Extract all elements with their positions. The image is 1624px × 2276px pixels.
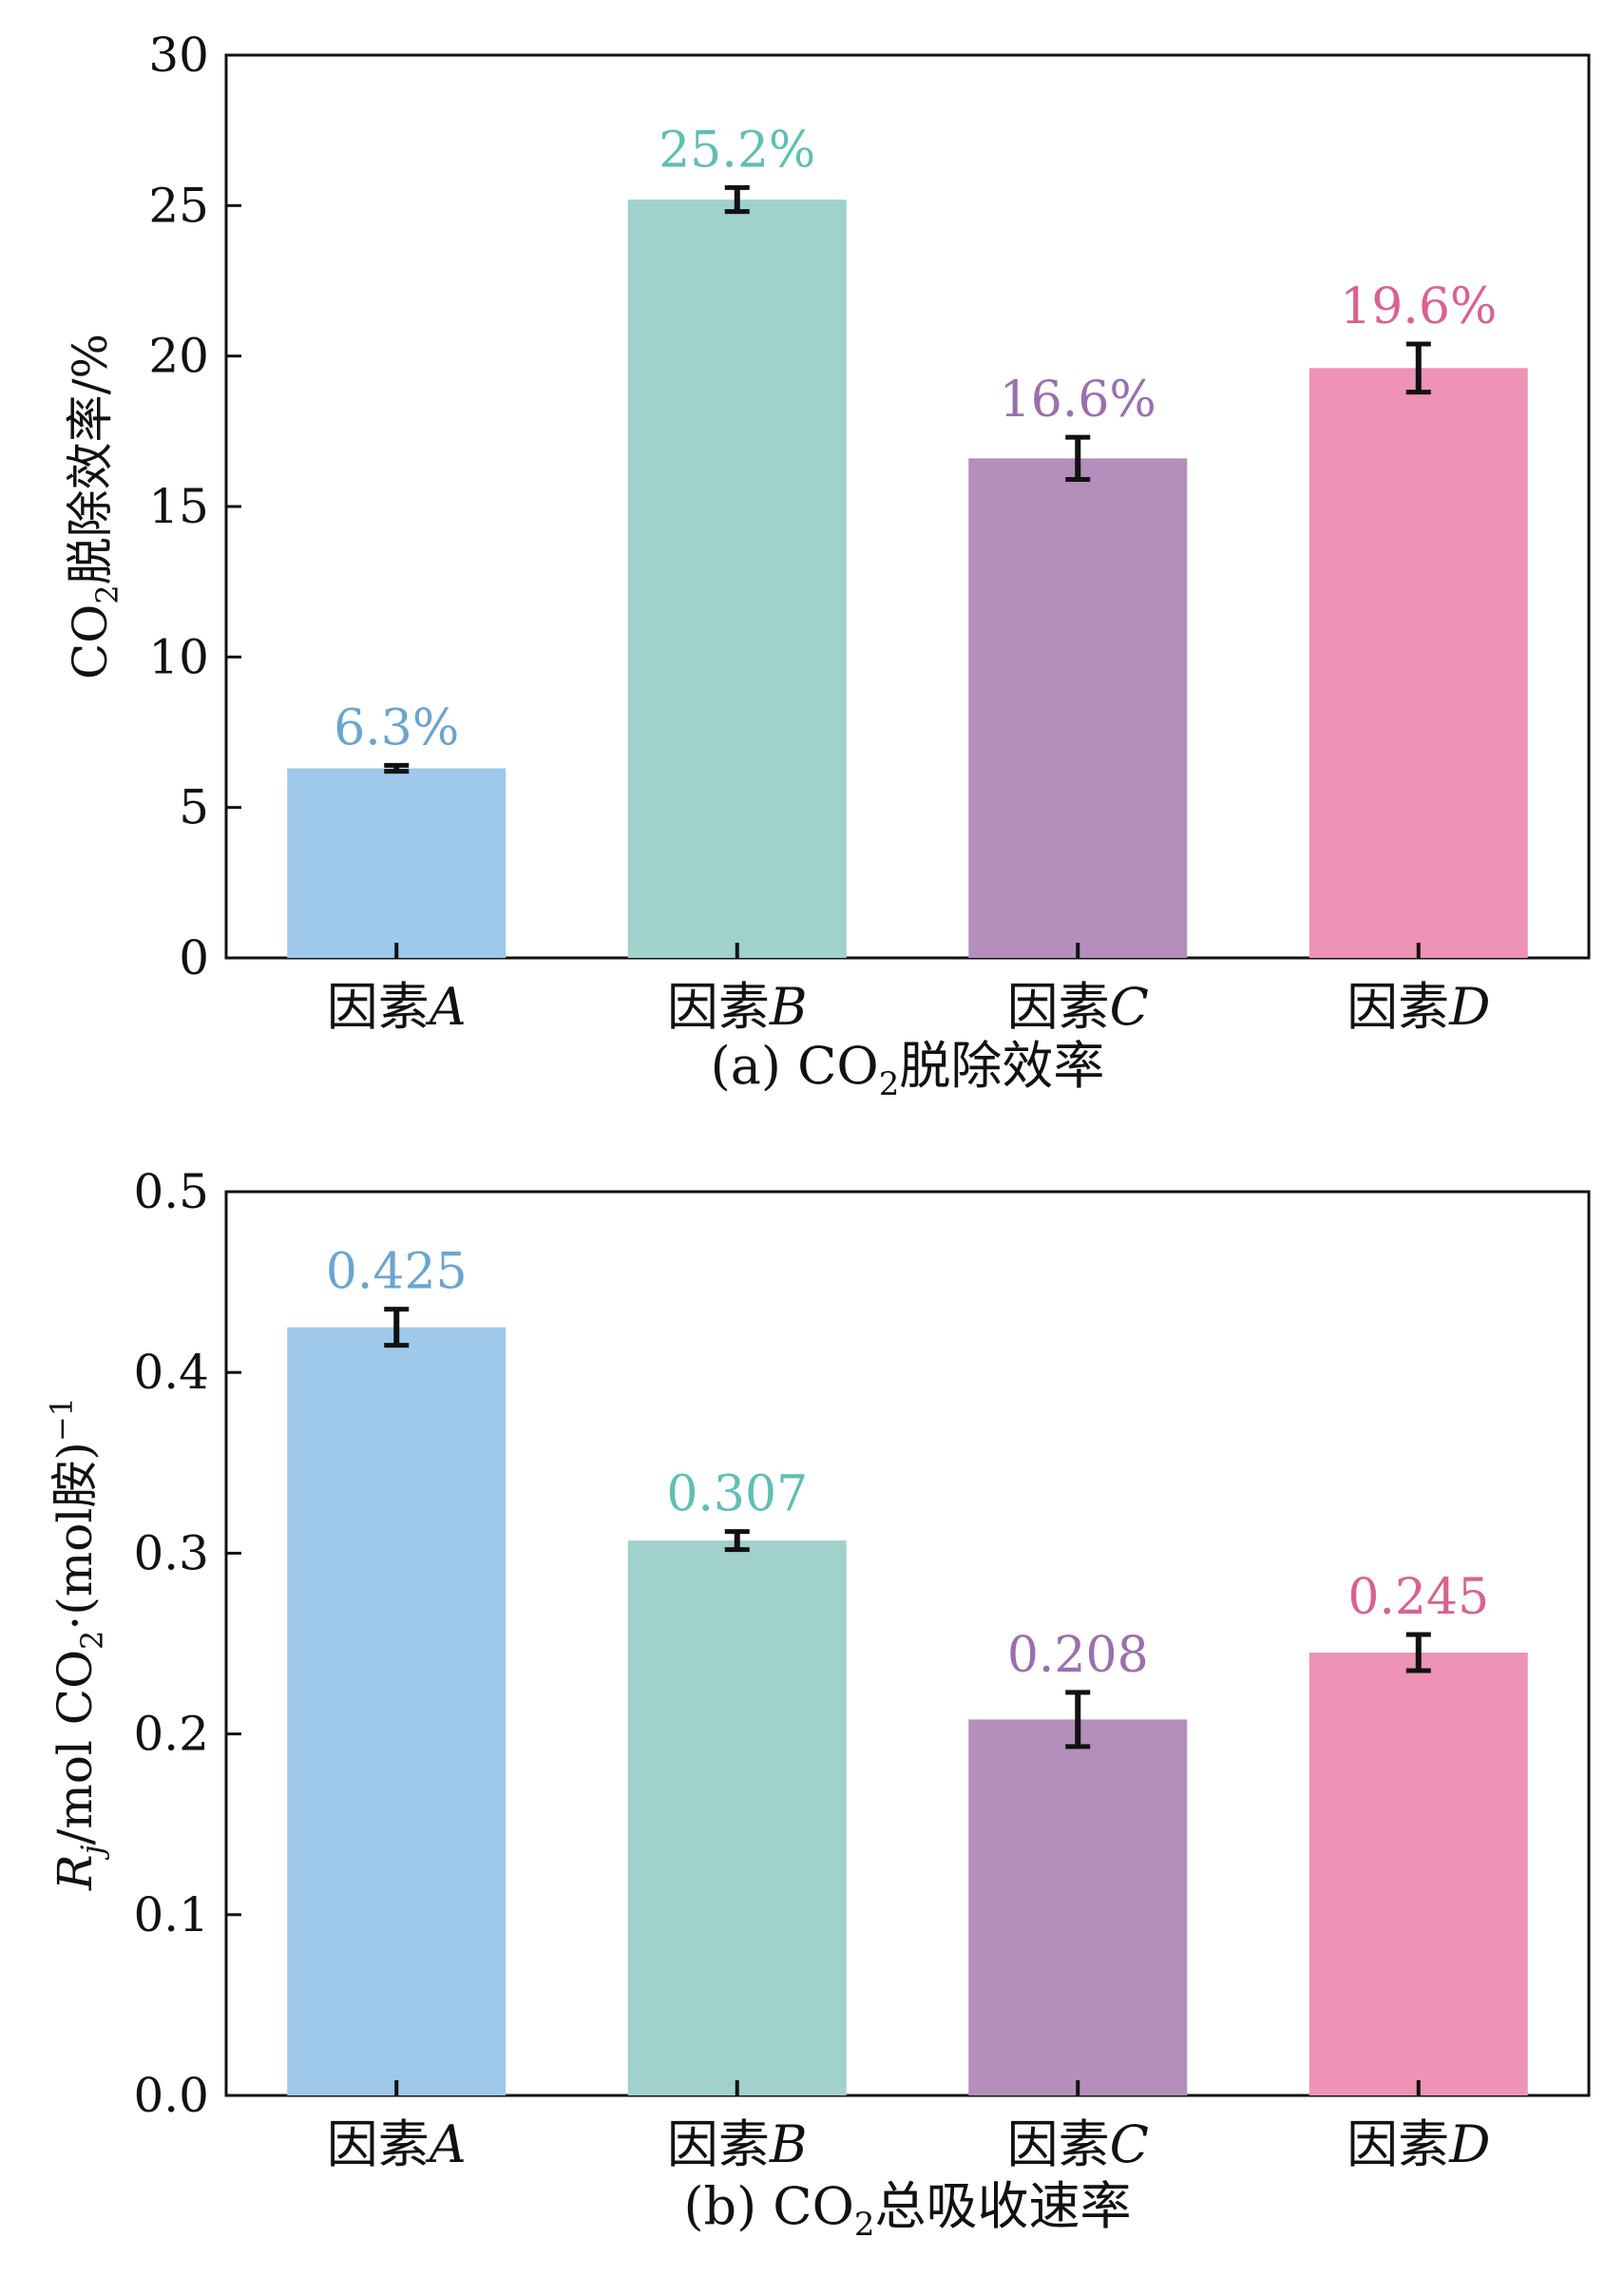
category-label-C: 因素C	[1007, 2114, 1149, 2174]
value-label-D: 19.6%	[1340, 278, 1497, 335]
category-label-C: 因素C	[1007, 977, 1149, 1037]
error-bar-D	[1405, 341, 1431, 395]
category-label-B: 因素B	[667, 977, 808, 1037]
y-tick-label: 0	[179, 930, 209, 985]
y-axis-label: CO2脱除效率/%	[63, 334, 125, 679]
svg-text:Rj/mol CO2·(mol胺)−1: Rj/mol CO2·(mol胺)−1	[44, 1397, 110, 1891]
error-bar-B	[724, 184, 750, 215]
y-tick-label: 0.3	[133, 1525, 209, 1580]
svg-text:CO2脱除效率/%: CO2脱除效率/%	[63, 334, 125, 679]
plot-frame	[224, 1190, 1591, 2097]
y-axis-label: Rj/mol CO2·(mol胺)−1	[44, 1397, 110, 1891]
value-label-D: 0.245	[1347, 1569, 1489, 1626]
error-bar-A	[384, 1307, 410, 1348]
value-label-A: 6.3%	[334, 699, 459, 756]
bar-D	[1309, 1653, 1528, 2095]
bar-B	[627, 1540, 847, 2095]
panel-caption: (a) CO2脱除效率	[711, 1036, 1105, 1103]
error-bar-B	[724, 1529, 750, 1553]
y-tick-label: 0.4	[133, 1345, 209, 1400]
y-tick-label: 10	[148, 629, 209, 684]
category-label-B: 因素B	[667, 2114, 808, 2174]
category-label-D: 因素D	[1347, 2114, 1490, 2174]
panel-b-absorption-rate-chart: 0.0 0.1 0.2 0.3 0.4 0.5 0.425 因素A 0.307 因素B 0.208 因…	[44, 1164, 1591, 2244]
y-tick-label: 0.0	[133, 2068, 209, 2123]
error-bar-D	[1405, 1632, 1431, 1674]
bar-D	[1309, 368, 1528, 958]
value-label-A: 0.425	[326, 1244, 468, 1301]
bar-C	[968, 1719, 1188, 2095]
y-tick-label: 0.5	[133, 1164, 209, 1219]
y-tick-label: 0.2	[133, 1707, 209, 1762]
value-label-C: 0.208	[1007, 1627, 1149, 1684]
bar-C	[968, 458, 1188, 958]
value-label-B: 0.307	[666, 1466, 808, 1523]
category-label-D: 因素D	[1347, 977, 1490, 1037]
y-tick-label: 25	[148, 178, 209, 233]
category-label-A: 因素A	[327, 2114, 467, 2174]
y-tick-label: 20	[148, 329, 209, 384]
y-tick-label: 0.1	[133, 1887, 209, 1942]
panel-a-removal-efficiency-chart: 0 5 10 15 20 25 30 6.3% 因素A 25.2% 因素B 16.6% 因素C 19.6%…	[63, 28, 1591, 1103]
error-bar-C	[1065, 434, 1091, 482]
category-label-A: 因素A	[327, 977, 467, 1037]
value-label-B: 25.2%	[659, 122, 815, 179]
error-bar-C	[1065, 1690, 1091, 1750]
y-tick-label: 15	[148, 479, 209, 534]
y-tick-label: 5	[179, 780, 209, 835]
value-label-C: 16.6%	[1000, 372, 1156, 429]
bar-A	[287, 1327, 506, 2095]
panel-caption: (b) CO2总吸收速率	[683, 2176, 1131, 2244]
y-tick-label: 30	[148, 28, 209, 83]
bar-A	[287, 768, 506, 958]
bar-B	[627, 200, 847, 958]
error-bar-A	[384, 762, 410, 775]
